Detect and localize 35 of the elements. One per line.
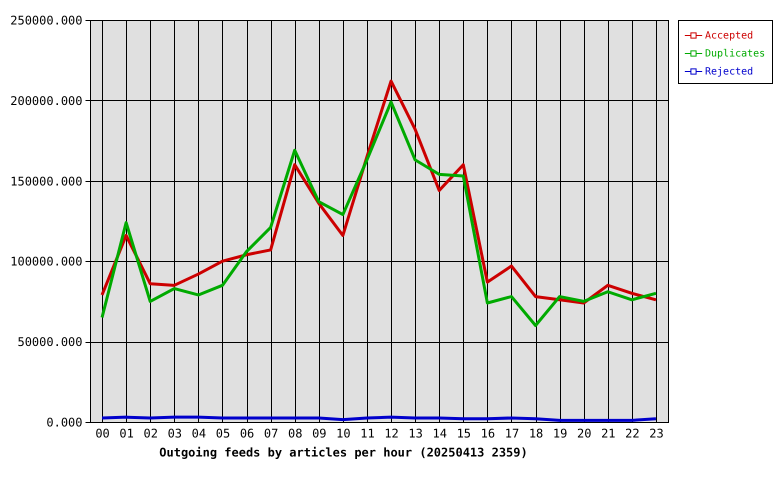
y-tick-label: 200000.000 (10, 94, 82, 108)
x-tick-label: 00 (95, 426, 110, 440)
x-tick-label: 19 (552, 426, 568, 440)
x-tick-label: 18 (528, 426, 544, 440)
x-tick-label: 07 (264, 426, 278, 440)
x-tick-label: 09 (312, 426, 327, 440)
x-tick-label: 12 (384, 426, 399, 440)
x-tick-label: 03 (168, 426, 182, 440)
y-tick-label: 50000.000 (17, 335, 82, 350)
legend-label: Duplicates (705, 48, 766, 60)
x-tick-label: 21 (601, 426, 616, 440)
x-tick-label: 01 (119, 426, 134, 440)
x-tick-label: 13 (408, 426, 423, 440)
x-tick-label: 16 (480, 426, 496, 440)
x-tick-label: 20 (576, 426, 592, 440)
legend-label: Rejected (705, 66, 754, 78)
x-tick-label: 10 (336, 426, 351, 440)
x-tick-label: 15 (456, 426, 472, 440)
x-tick-label: 11 (360, 426, 375, 440)
x-tick-label: 02 (143, 426, 158, 440)
x-tick-label: 23 (649, 426, 664, 440)
x-tick-label: 14 (432, 426, 447, 440)
x-tick-label: 08 (288, 426, 302, 440)
x-tick-label: 06 (240, 426, 254, 440)
y-tick-label: 250000.000 (10, 14, 82, 28)
y-tick-label: 100000.000 (10, 254, 82, 269)
x-tick-label: 04 (192, 426, 206, 440)
x-axis-title: Outgoing feeds by articles per hour (20250413 2359) (159, 446, 528, 460)
x-tick-label: 17 (504, 426, 520, 440)
line-series (100, 100, 658, 328)
legend-label: Accepted (705, 30, 754, 42)
y-tick-label: 150000.000 (10, 174, 82, 188)
x-tick-label: 05 (216, 426, 230, 440)
y-tick-label: 0.000 (46, 416, 82, 430)
x-tick-label: 22 (625, 426, 640, 440)
